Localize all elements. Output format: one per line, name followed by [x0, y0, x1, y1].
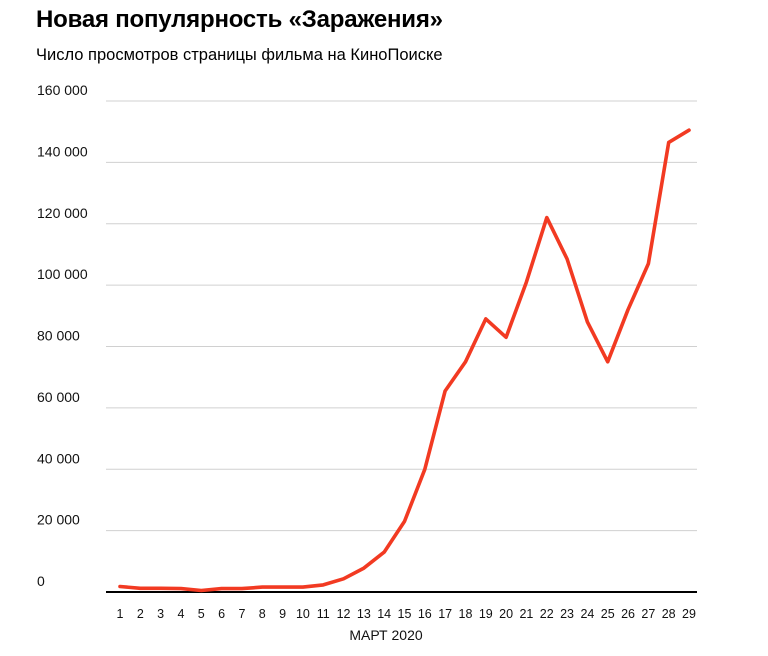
x-tick-label: 20 — [499, 607, 513, 621]
y-tick-label: 140 000 — [37, 143, 88, 159]
x-tick-label: 9 — [279, 607, 286, 621]
x-tick-label: 14 — [377, 607, 391, 621]
x-tick-label: 19 — [479, 607, 493, 621]
x-tick-label: 16 — [418, 607, 432, 621]
y-tick-label: 20 000 — [37, 512, 80, 528]
chart-subtitle: Число просмотров страницы фильма на Кино… — [36, 46, 443, 64]
y-axis-ticks: 0 20 000 40 000 60 000 80 000 100 000 120 000 1… — [37, 82, 88, 589]
x-tick-label: 10 — [296, 607, 310, 621]
x-tick-label: 2 — [137, 607, 144, 621]
series-line — [118, 128, 691, 593]
y-tick-label: 0 — [37, 573, 45, 589]
y-tick-label: 80 000 — [37, 328, 80, 344]
x-tick-label: 27 — [641, 607, 655, 621]
x-tick-label: 15 — [398, 607, 412, 621]
x-tick-label: 26 — [621, 607, 635, 621]
x-tick-label: 18 — [459, 607, 473, 621]
y-tick-label: 120 000 — [37, 205, 88, 221]
x-tick-label: 12 — [337, 607, 351, 621]
x-tick-label: 29 — [682, 607, 696, 621]
y-tick-label: 160 000 — [37, 82, 88, 98]
x-tick-label: 3 — [157, 607, 164, 621]
x-tick-label: 21 — [519, 607, 533, 621]
x-tick-label: 24 — [580, 607, 594, 621]
x-tick-label: 13 — [357, 607, 371, 621]
x-axis-label: МАРТ 2020 — [349, 627, 423, 643]
x-tick-label: 4 — [177, 607, 184, 621]
x-tick-label: 6 — [218, 607, 225, 621]
x-tick-label: 23 — [560, 607, 574, 621]
chart-title: Новая популярность «Заражения» — [36, 6, 443, 33]
x-axis-ticks: 1 2 3 4 5 6 7 8 9 10 11 12 13 14 15 16 17 18 19 20 21 22 23 24 2… — [117, 607, 696, 621]
x-tick-label: 8 — [259, 607, 266, 621]
x-tick-label: 28 — [662, 607, 676, 621]
x-tick-label: 7 — [238, 607, 245, 621]
y-tick-label: 60 000 — [37, 389, 80, 405]
x-tick-label: 5 — [198, 607, 205, 621]
y-tick-label: 40 000 — [37, 450, 80, 466]
x-tick-label: 11 — [317, 607, 330, 621]
x-tick-label: 25 — [601, 607, 615, 621]
grid-lines — [106, 100, 697, 593]
x-tick-label: 1 — [117, 607, 124, 621]
y-tick-label: 100 000 — [37, 266, 88, 282]
x-tick-label: 17 — [438, 607, 452, 621]
x-tick-label: 22 — [540, 607, 554, 621]
